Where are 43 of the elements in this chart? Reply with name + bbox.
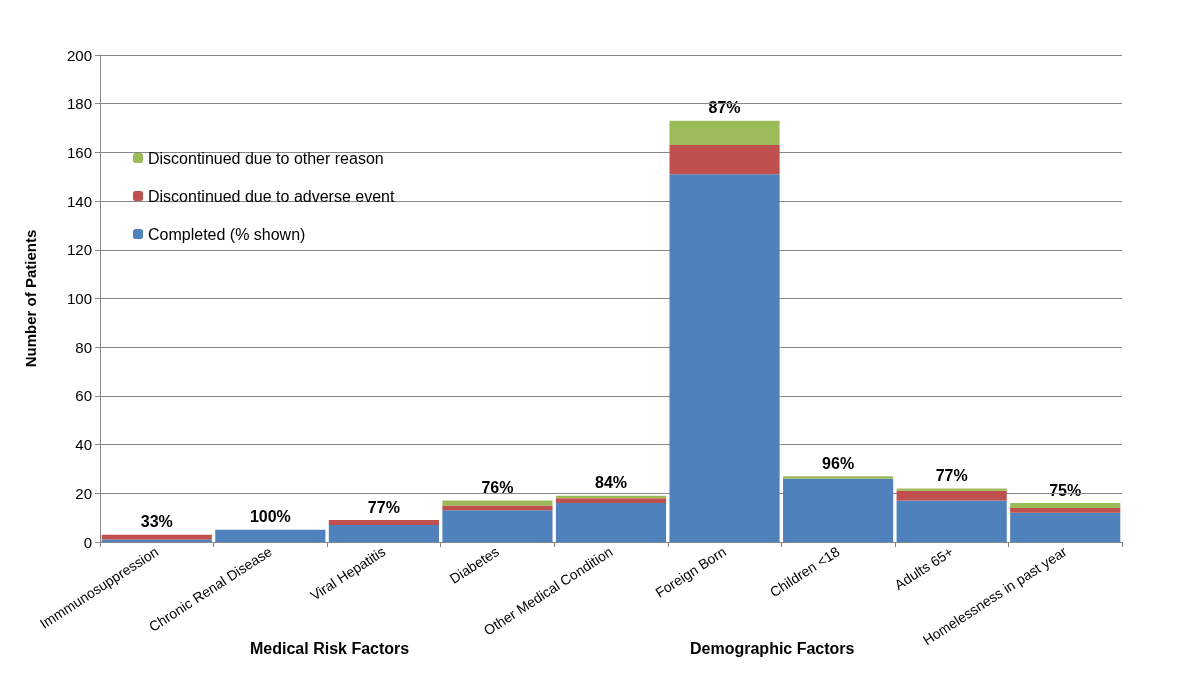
annotation: 84% [594,474,628,492]
y-tick-label: 40 [75,436,92,454]
y-tick-label: 200 [66,46,92,64]
bar [896,488,1007,491]
y-tick-label: 180 [66,95,92,113]
y-tick-label: 20 [75,484,92,502]
annotation: 76% [481,479,514,497]
bar [555,503,667,542]
y-tick-label: 120 [66,241,92,259]
bar [328,524,439,542]
bar [442,510,553,542]
bar [1010,507,1121,513]
text: Demographic Factors [690,639,855,657]
bar [783,478,894,542]
annotation: 100% [249,508,291,526]
text: Medical Risk Factors [250,639,410,657]
bar [669,174,780,542]
annotation: 96% [822,454,855,472]
y-tick-label: 100 [66,290,92,307]
bar [669,120,780,146]
y-tick-label: 80 [75,338,92,356]
annotation: 33% [140,513,173,531]
y-axis-title: Number of Patients [22,229,39,368]
annotation: 77% [935,466,968,484]
bar [101,534,212,540]
bar [896,500,1007,542]
bar [1010,512,1121,542]
bar [896,490,1007,501]
bar [783,476,894,479]
bar [215,529,326,542]
bar [669,145,780,175]
bar [1010,503,1121,508]
annotation: 77% [367,498,400,516]
bar [442,505,553,511]
legend-label: Discontinued due to other reason [148,149,384,167]
y-tick-label: 160 [66,143,92,161]
bar [555,498,667,504]
bar [328,520,439,525]
y-tick-label: 60 [75,387,92,405]
legend-label: Completed (% shown) [148,225,306,243]
y-tick-label: 140 [66,192,92,210]
legend-label: Discontinued due to adverse event [148,187,395,205]
y-tick-label: 0 [83,533,92,551]
